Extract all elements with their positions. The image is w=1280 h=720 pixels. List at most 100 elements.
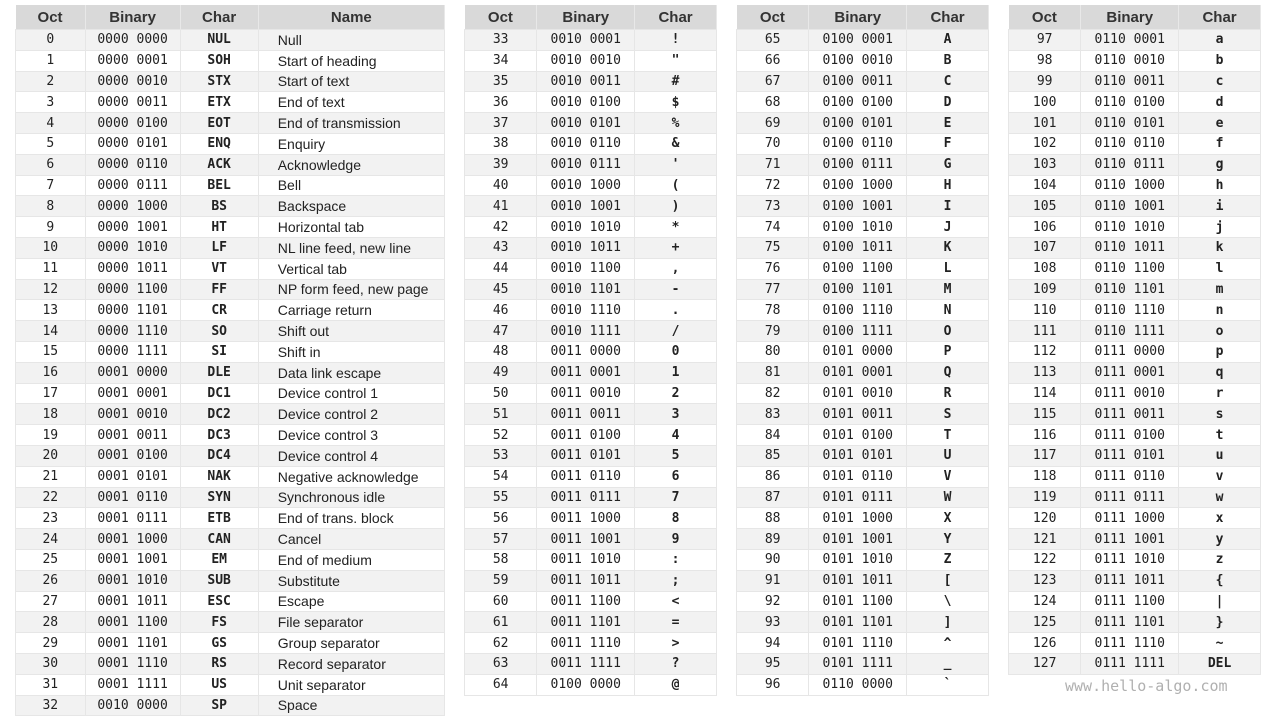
cell-chr: # (634, 70, 717, 93)
cell-chr: - (634, 278, 717, 301)
cell-bin: 0001 0001 (84, 382, 181, 405)
table-row: 91 0101 1011[ (735, 569, 989, 592)
cell-bin: 0101 1011 (808, 569, 908, 592)
cell-bin: 0000 0010 (84, 70, 181, 93)
cell-oct: 67 (735, 70, 810, 93)
cell-oct: 120 (1007, 507, 1082, 530)
table-row: 38 0010 0110 & (463, 132, 717, 155)
cell-bin: 0010 1001 (536, 195, 636, 218)
cell-bin: 0001 0110 (84, 486, 181, 509)
table-row: 46 0010 1110. (463, 299, 717, 322)
header-row: Oct Binary Char Name (15, 5, 446, 30)
cell-chr: w (1178, 486, 1261, 509)
cell-chr: DC2 (179, 403, 259, 426)
cell-name: End of trans. block (257, 507, 446, 530)
cell-oct: 40 (463, 174, 538, 197)
cell-bin: 0101 0101 (808, 444, 908, 467)
cell-oct: 41 (463, 195, 538, 218)
cell-oct: 127 (1007, 652, 1082, 675)
cell-chr: SP (179, 694, 259, 717)
cell-oct: 124 (1007, 590, 1082, 613)
cell-oct: 76 (735, 257, 810, 280)
cell-oct: 98 (1007, 49, 1082, 72)
cell-chr: l (1178, 257, 1261, 280)
cell-oct: 105 (1007, 195, 1082, 218)
cell-chr: $ (634, 91, 717, 114)
cell-oct: 71 (735, 153, 810, 176)
table-row: 94 0101 1110 ^ (735, 632, 989, 654)
cell-chr: 3 (634, 403, 717, 426)
cell-bin: 0110 0001 (1080, 29, 1180, 51)
cell-oct: 93 (735, 611, 810, 634)
cell-chr: ' (634, 153, 717, 176)
header-char: Char (1178, 5, 1261, 30)
cell-oct: 42 (463, 216, 538, 238)
cell-bin: 0111 1010 (1080, 548, 1180, 571)
cell-name: End of text (257, 91, 446, 114)
cell-oct: 6 (15, 153, 86, 176)
cell-bin: 0111 0111 (1080, 486, 1180, 509)
table-row: 72 0100 1000 H (735, 174, 989, 197)
cell-oct: 34 (463, 49, 538, 72)
cell-chr: ESC (179, 590, 259, 613)
cell-oct: 58 (463, 548, 538, 571)
cell-oct: 60 (463, 590, 538, 613)
cell-chr: Q (906, 361, 989, 384)
cell-bin: 0110 0111 (1080, 153, 1180, 176)
cell-oct: 49 (463, 361, 538, 384)
cell-chr: DLE (179, 361, 259, 384)
cell-oct: 84 (735, 424, 810, 446)
table-row: 108 0110 1100 l (1007, 257, 1261, 280)
cell-name: Unit separator (257, 673, 446, 696)
cell-bin: 0000 1101 (84, 299, 181, 322)
cell-bin: 0001 0011 (84, 424, 181, 446)
cell-bin: 0010 0011 (536, 70, 636, 93)
cell-bin: 0000 1111 (84, 340, 181, 363)
cell-bin: 0011 1010 (536, 548, 636, 571)
cell-chr: 9 (634, 528, 717, 550)
ascii-table-33-64: Oct Binary Char 33 0010 0001! 34 0010 0010 " 35 0… (463, 5, 717, 696)
table-row: 31 0001 1111 US Unit separator (15, 673, 446, 696)
cell-chr: = (634, 611, 717, 634)
cell-chr: Z (906, 548, 989, 571)
cell-bin: 0101 0000 (808, 340, 908, 363)
table-row: 103 0110 0111 g (1007, 153, 1261, 176)
cell-oct: 8 (15, 195, 86, 218)
cell-oct: 85 (735, 444, 810, 467)
table-row: 4 0000 0100 EOT End of transmission (15, 112, 446, 134)
table-row: 2 0000 0010 STX Start of text (15, 70, 446, 93)
cell-bin: 0000 1011 (84, 257, 181, 280)
table-row: 34 0010 0010 " (463, 49, 717, 72)
cell-oct: 80 (735, 340, 810, 363)
cell-bin: 0111 1111 (1080, 652, 1180, 675)
cell-name: End of transmission (257, 112, 446, 134)
cell-chr: DEL (1178, 652, 1261, 675)
cell-bin: 0010 0010 (536, 49, 636, 72)
table-row: 47 0010 1111/ (463, 320, 717, 342)
cell-bin: 0110 1000 (1080, 174, 1180, 197)
table-row: 60 0011 1100 < (463, 590, 717, 613)
table-row: 121 0111 1001 y (1007, 528, 1261, 550)
cell-bin: 0111 1001 (1080, 528, 1180, 550)
cell-name: Group separator (257, 632, 446, 654)
cell-oct: 126 (1007, 632, 1082, 654)
cell-oct: 57 (463, 528, 538, 550)
cell-bin: 0011 1100 (536, 590, 636, 613)
table-row: 1 0000 0001 SOH Start of heading (15, 49, 446, 72)
cell-bin: 0100 0000 (536, 673, 636, 696)
table-row: 13 0000 1101 CR Carriage return (15, 299, 446, 322)
cell-chr: @ (634, 673, 717, 696)
table-row: 0 0000 0000 NUL Null (15, 29, 446, 51)
cell-bin: 0010 0100 (536, 91, 636, 114)
table-row: 11 0000 1011 VT Vertical tab (15, 257, 446, 280)
cell-chr: n (1178, 299, 1261, 322)
table-row: 118 0111 0110 v (1007, 465, 1261, 488)
cell-chr: p (1178, 340, 1261, 363)
table-row: 113 0111 0001 q (1007, 361, 1261, 384)
cell-oct: 92 (735, 590, 810, 613)
cell-oct: 50 (463, 382, 538, 405)
cell-name: NP form feed, new page (257, 278, 446, 301)
table-row: 35 0010 0011 # (463, 70, 717, 93)
cell-chr: . (634, 299, 717, 322)
table-row: 124 0111 1100 | (1007, 590, 1261, 613)
